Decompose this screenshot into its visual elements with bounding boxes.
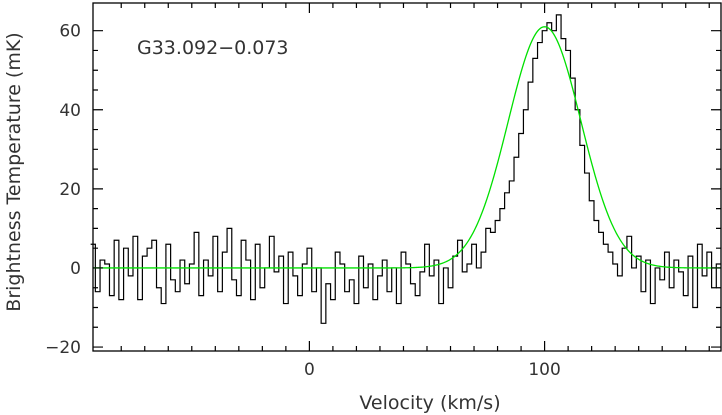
gaussian-fit-line	[93, 26, 721, 269]
y-tick-label: 40	[59, 101, 81, 121]
x-tick-label: 100	[528, 360, 560, 380]
plot-content	[90, 14, 721, 324]
y-tick-label: 0	[70, 259, 81, 279]
axis-ticks	[93, 3, 721, 351]
observed-spectrum-line	[90, 14, 721, 324]
plot-frame	[92, 2, 722, 352]
y-tick-label: 20	[59, 180, 81, 200]
y-tick-labels: −20 0 20 40 60	[45, 22, 81, 358]
x-tick-labels: 0 100	[304, 360, 561, 380]
x-axis-label: Velocity (km/s)	[359, 392, 500, 414]
y-tick-label: 60	[59, 22, 81, 42]
y-tick-label: −20	[45, 338, 81, 358]
y-axis-label: Brightness Temperature (mK)	[3, 32, 25, 311]
x-tick-label: 0	[304, 360, 315, 380]
tick-marks	[93, 3, 721, 351]
source-annotation: G33.092−0.073	[137, 37, 289, 59]
